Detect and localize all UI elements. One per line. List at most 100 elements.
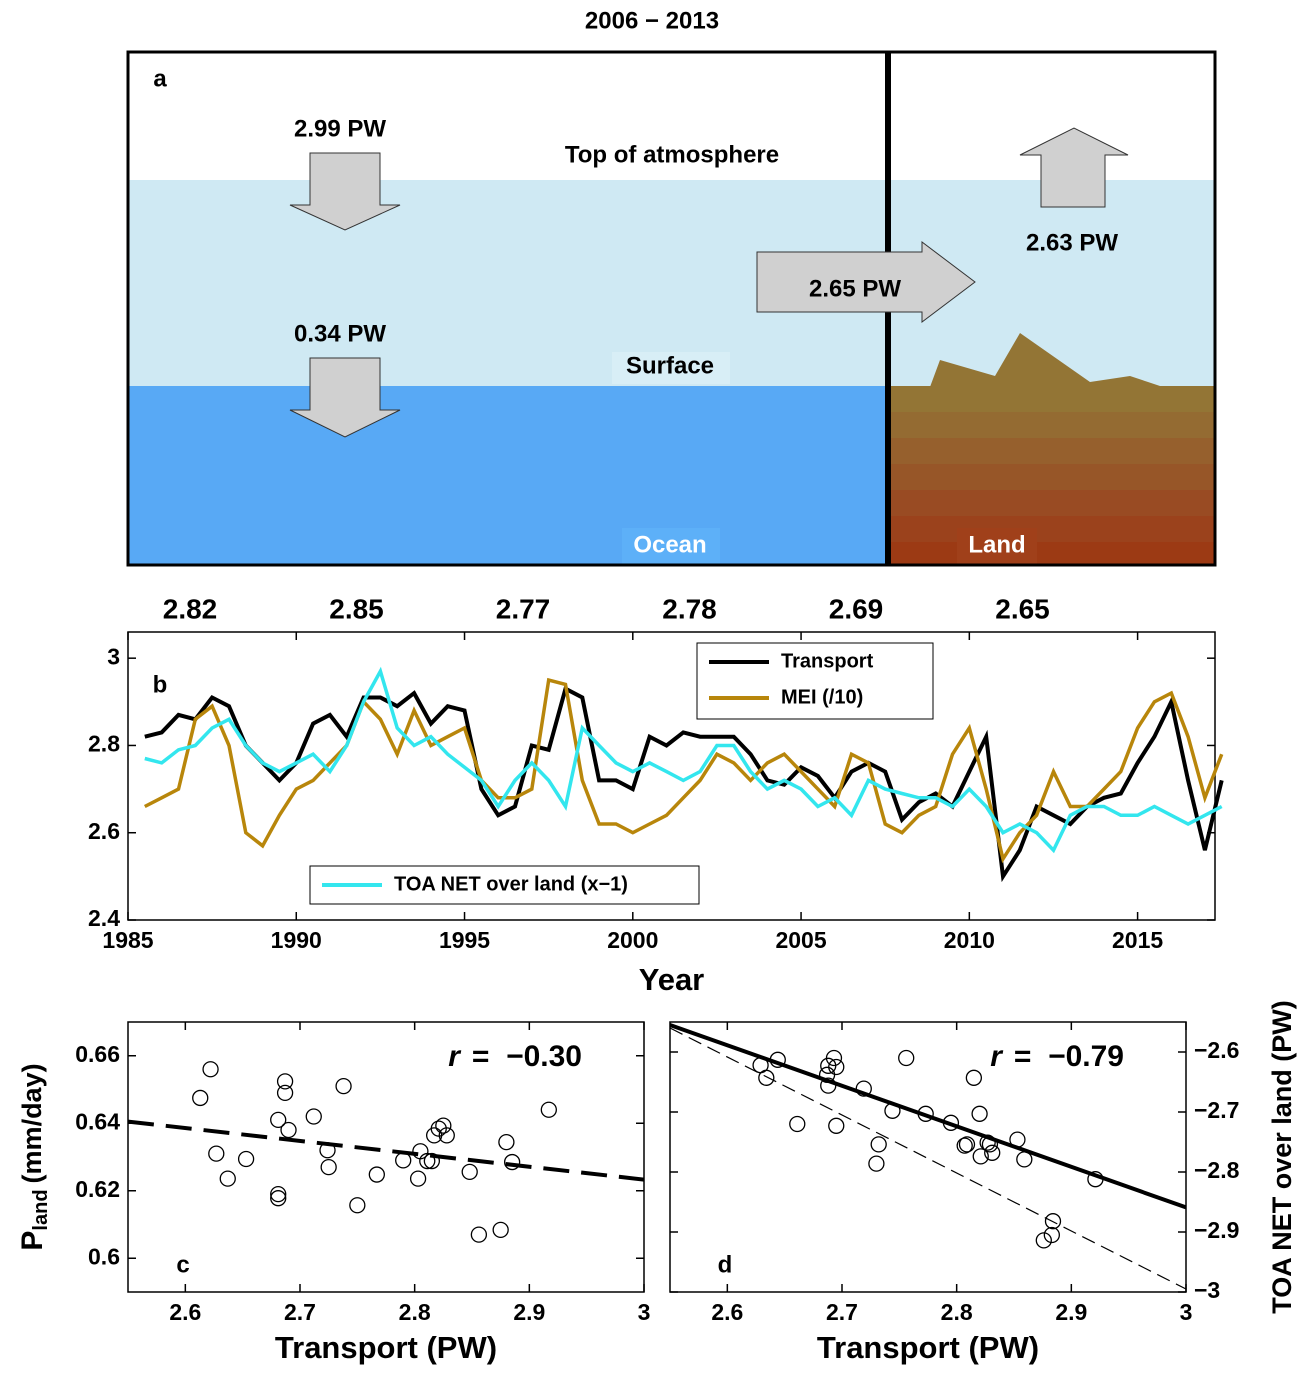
legend-box xyxy=(696,642,934,720)
point xyxy=(917,1105,934,1122)
period-mean: 2.77 xyxy=(496,593,551,624)
period-mean: 2.69 xyxy=(829,593,884,624)
fit-line xyxy=(670,1023,1186,1210)
point xyxy=(868,1155,885,1172)
diagram-panel: a 2.99 PW Top of atmosphere 0.34 PW Surf… xyxy=(126,50,1217,567)
panel-frame xyxy=(126,50,1217,567)
point xyxy=(435,1117,452,1134)
x-axis-label: Transport (PW) xyxy=(817,1330,1039,1365)
y-tick-label: −2.6 xyxy=(1194,1037,1239,1063)
land-layer xyxy=(888,464,1215,490)
x-tick-label: 2.6 xyxy=(711,1299,743,1325)
y-axis-label: TOA NET over land (PW) xyxy=(1267,1000,1297,1314)
point xyxy=(1043,1226,1060,1244)
point xyxy=(192,1089,209,1107)
x-tick-label: 3 xyxy=(1180,1299,1193,1325)
y-tick-label: 0.62 xyxy=(75,1176,120,1202)
point xyxy=(789,1115,806,1133)
point xyxy=(884,1102,901,1119)
y-tick-label: 2.8 xyxy=(88,731,120,757)
point xyxy=(870,1136,887,1153)
y-tick-label: 3 xyxy=(107,643,120,669)
series-line xyxy=(143,677,1224,864)
panel-label: a xyxy=(153,65,167,92)
flux-label: 2.65 PW xyxy=(809,275,901,302)
x-tick-label: 1985 xyxy=(102,927,153,953)
region-label: Land xyxy=(968,531,1025,558)
label-bg xyxy=(612,352,730,384)
point xyxy=(438,1127,455,1144)
point xyxy=(979,1134,996,1151)
point xyxy=(276,1073,294,1090)
point xyxy=(409,1170,427,1187)
arrow xyxy=(289,357,401,438)
point xyxy=(1044,1213,1062,1230)
point xyxy=(492,1221,509,1239)
legend-label: TOA NET over land (x−1) xyxy=(394,873,628,895)
point xyxy=(1009,1131,1026,1148)
x-tick-label: 2005 xyxy=(775,927,826,953)
legend-label: Transport xyxy=(781,650,874,672)
land-layer xyxy=(888,516,1215,542)
y-tick-label: −2.9 xyxy=(1194,1217,1239,1243)
r-symbol: r xyxy=(448,1040,462,1073)
point xyxy=(958,1136,976,1153)
point xyxy=(984,1144,1001,1161)
x-tick-label: 2000 xyxy=(607,927,658,953)
point xyxy=(1016,1151,1033,1168)
x-tick-label: 2.8 xyxy=(941,1299,973,1325)
point xyxy=(470,1226,488,1243)
y-tick-label: −2.7 xyxy=(1194,1097,1239,1123)
point xyxy=(956,1137,973,1154)
series-line xyxy=(144,685,1224,883)
point xyxy=(540,1101,557,1118)
plot-frame xyxy=(127,1021,645,1293)
figure-title: 2006 − 2013 xyxy=(585,7,719,34)
series-line xyxy=(144,666,1223,854)
arrow xyxy=(289,152,401,231)
arrow xyxy=(1019,127,1129,208)
point xyxy=(202,1061,219,1078)
point xyxy=(503,1153,521,1171)
point xyxy=(237,1150,255,1168)
level-label: Top of atmosphere xyxy=(565,141,779,168)
point xyxy=(828,1058,845,1076)
legend-label: MEI (/10) xyxy=(781,686,863,708)
point xyxy=(423,1152,441,1170)
point xyxy=(942,1114,960,1131)
panel-label: c xyxy=(176,1251,189,1278)
point xyxy=(828,1117,845,1134)
r-symbol: r xyxy=(990,1040,1004,1073)
point xyxy=(898,1049,915,1067)
plot-frame xyxy=(669,1021,1187,1293)
label-bg xyxy=(957,528,1037,565)
y-tick-label: −3 xyxy=(1194,1277,1220,1303)
flux-label: 2.99 PW xyxy=(294,115,386,142)
period-mean: 2.82 xyxy=(163,593,218,624)
y-label-unit: (mm/day) xyxy=(17,1063,47,1183)
y-label-main: P xyxy=(16,1231,49,1251)
point xyxy=(270,1111,287,1129)
point xyxy=(971,1105,988,1122)
arrow xyxy=(756,240,976,324)
point xyxy=(208,1145,225,1162)
point xyxy=(270,1185,287,1203)
x-tick-label: 2.9 xyxy=(513,1299,545,1325)
label-bg xyxy=(622,528,720,565)
point xyxy=(419,1152,436,1170)
period-mean: 2.65 xyxy=(995,593,1050,624)
flux-label: 0.34 PW xyxy=(294,320,386,347)
x-axis-label: Transport (PW) xyxy=(275,1330,497,1365)
point xyxy=(335,1077,352,1095)
x-tick-label: 3 xyxy=(638,1299,651,1325)
y-axis-label: Pland (mm/day) xyxy=(16,1063,52,1250)
period-mean: 2.78 xyxy=(662,593,717,624)
point xyxy=(1035,1232,1052,1249)
land-layer xyxy=(888,438,1215,464)
point xyxy=(219,1170,236,1187)
point xyxy=(320,1158,337,1176)
x-tick-label: 1995 xyxy=(439,927,490,953)
x-tick-label: 2010 xyxy=(944,927,995,953)
x-tick-label: 2.8 xyxy=(399,1299,431,1325)
level-label: Surface xyxy=(626,352,714,379)
